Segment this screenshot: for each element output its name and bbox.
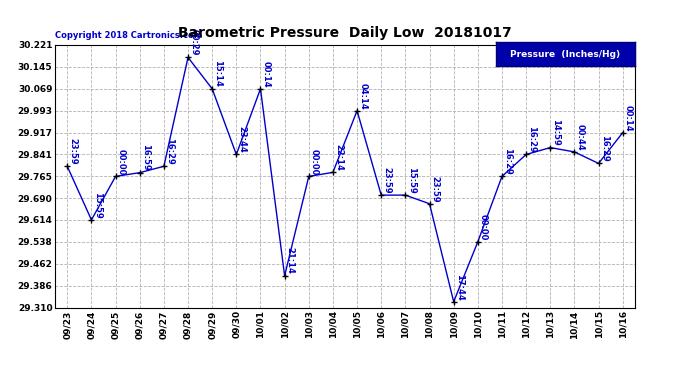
Text: 22:14: 22:14 xyxy=(334,144,343,171)
Text: 14:59: 14:59 xyxy=(551,119,560,146)
Title: Barometric Pressure  Daily Low  20181017: Barometric Pressure Daily Low 20181017 xyxy=(178,26,512,40)
Text: Copyright 2018 Cartronics.com: Copyright 2018 Cartronics.com xyxy=(55,31,203,40)
Text: 21:14: 21:14 xyxy=(286,248,295,274)
Text: 16:29: 16:29 xyxy=(503,148,512,175)
Text: 16:59: 16:59 xyxy=(141,144,150,171)
Text: 23:59: 23:59 xyxy=(382,167,391,194)
Text: 16:29: 16:29 xyxy=(600,135,609,162)
Text: 17:44: 17:44 xyxy=(455,273,464,300)
Text: 00:14: 00:14 xyxy=(624,105,633,131)
Text: 00:00: 00:00 xyxy=(117,148,126,175)
Text: 23:44: 23:44 xyxy=(237,126,246,153)
Text: 00:44: 00:44 xyxy=(575,124,584,150)
Text: 16:29: 16:29 xyxy=(165,138,174,165)
Text: 15:14: 15:14 xyxy=(213,60,222,87)
Text: 00:14: 00:14 xyxy=(262,61,270,87)
Text: 16:29: 16:29 xyxy=(527,126,536,153)
Text: 00:00: 00:00 xyxy=(479,214,488,240)
Text: 15:59: 15:59 xyxy=(92,192,101,219)
Text: 00:29: 00:29 xyxy=(189,30,198,56)
Text: 04:14: 04:14 xyxy=(358,82,367,109)
Text: 23:59: 23:59 xyxy=(68,138,77,165)
Text: 15:59: 15:59 xyxy=(406,167,415,194)
Text: 23:59: 23:59 xyxy=(431,176,440,203)
Text: 00:00: 00:00 xyxy=(310,148,319,175)
